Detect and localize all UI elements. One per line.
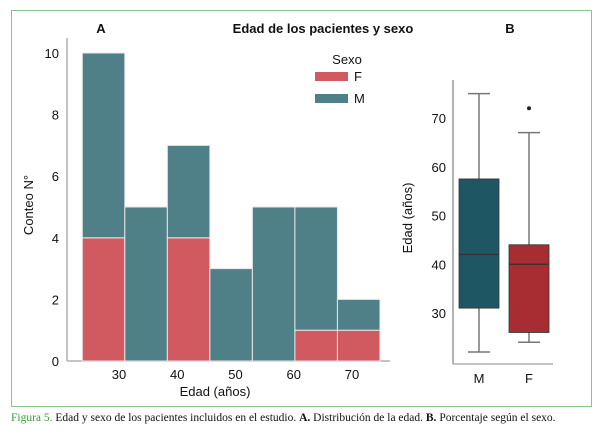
figure-caption: Figura 5. Edad y sexo de los pacientes i… (11, 411, 596, 425)
bar-m (81, 52, 126, 239)
bar-f (81, 237, 126, 362)
box-iqr (458, 178, 500, 309)
box-x-tick-label: F (525, 371, 533, 386)
bar-f (166, 237, 211, 362)
caption-text-3: Porcentaje según el sexo. (436, 412, 556, 424)
legend-label-m: M (354, 91, 365, 106)
legend-swatch-f (315, 72, 348, 81)
bar-m (336, 298, 381, 331)
legend-title: Sexo (332, 52, 362, 67)
hist-x-tick-label: 40 (170, 367, 184, 382)
hist-y-tick-label: 4 (52, 231, 59, 246)
box-iqr (508, 244, 550, 333)
hist-y-tick-label: 0 (52, 354, 59, 369)
caption-text-1: Edad y sexo de los pacientes incluidos e… (52, 412, 300, 424)
hist-x-tick-label: 30 (112, 367, 126, 382)
bar-m (294, 206, 338, 331)
box-x-tick-label: M (474, 371, 485, 386)
boxplot-panel: 30 40 50 60 70 M F Edad (años) (400, 80, 553, 386)
hist-y-tick-label: 6 (52, 169, 59, 184)
hist-y-tick-label: 2 (52, 292, 59, 307)
box-y-tick-label: 30 (432, 306, 446, 321)
hist-x-label: Edad (años) (180, 384, 251, 399)
bar-m (124, 206, 168, 362)
panel-b-label: B (505, 21, 514, 36)
legend-label-f: F (354, 69, 362, 84)
hist-y-tick-label: 10 (45, 46, 59, 61)
figure: A B Edad de los pacientes y sexo 0 2 4 6 8 10… (21, 21, 553, 399)
bar-f (294, 329, 338, 362)
hist-x-tick-label: 50 (228, 367, 242, 382)
caption-a-label: A. (299, 412, 311, 424)
box-y-tick-label: 70 (432, 111, 446, 126)
figure-frame (11, 10, 592, 407)
outlier-point (527, 106, 531, 111)
legend: Sexo F M (315, 52, 365, 106)
panel-a-label: A (96, 21, 106, 36)
caption-text-2: Distribución de la edad. (310, 412, 426, 424)
caption-label: Figura 5. (11, 412, 53, 424)
hist-y-tick-label: 8 (52, 108, 59, 123)
box-y-label: Edad (años) (400, 183, 415, 254)
histogram-panel: 0 2 4 6 8 10 30 40 50 60 70 Edad (años) Conteo N°… (21, 38, 390, 399)
box-y-tick-label: 50 (432, 209, 446, 224)
hist-x-tick-label: 70 (345, 367, 359, 382)
hist-y-label: Conteo N° (21, 175, 36, 235)
hist-x-tick-label: 60 (287, 367, 301, 382)
bar-m (209, 268, 253, 362)
box-y-tick-label: 40 (432, 257, 446, 272)
bar-m (166, 144, 211, 239)
legend-swatch-m (315, 94, 348, 103)
bar-m (251, 206, 296, 362)
box-y-tick-label: 60 (432, 160, 446, 175)
chart-title: Edad de los pacientes y sexo (233, 21, 414, 36)
caption-b-label: B. (425, 412, 437, 424)
bar-f (336, 329, 381, 362)
box-m (458, 92, 500, 353)
box-f (508, 106, 550, 343)
